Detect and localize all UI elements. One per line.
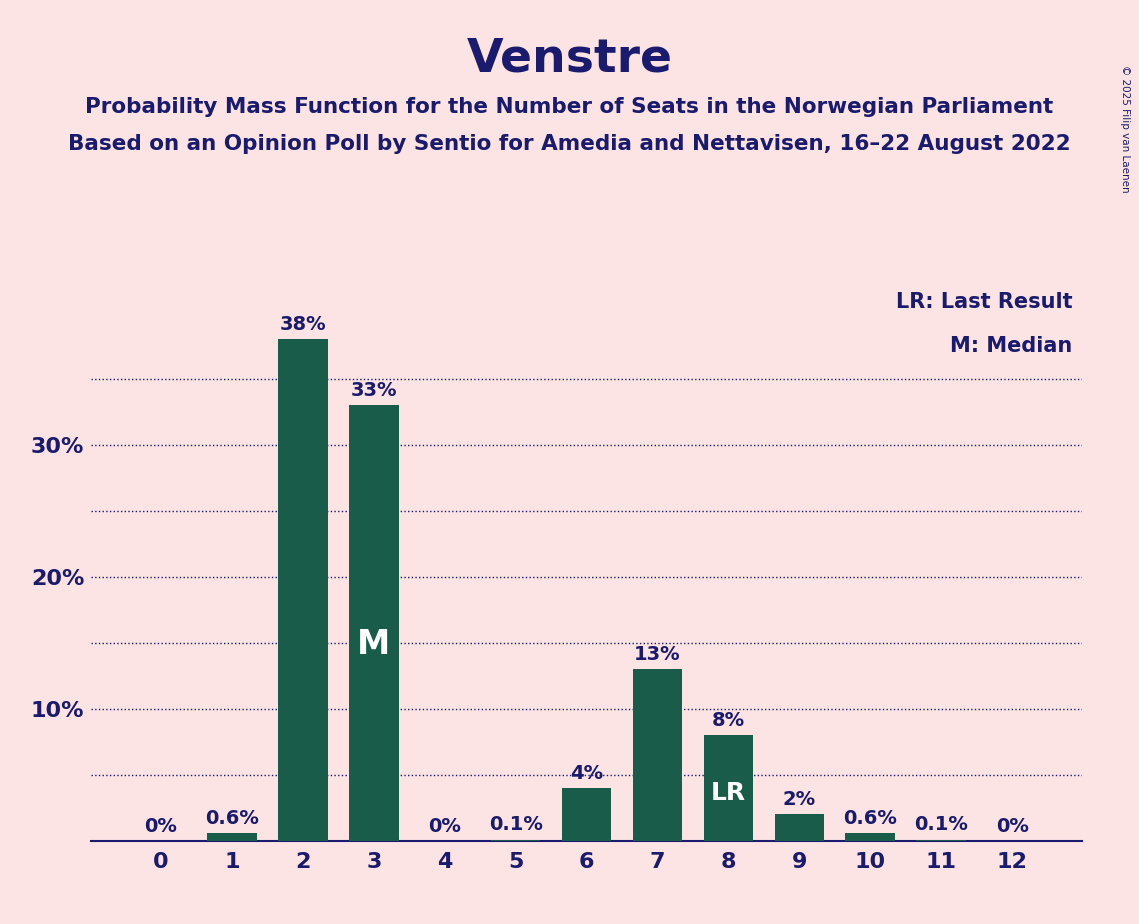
Text: Venstre: Venstre: [467, 37, 672, 82]
Text: 0%: 0%: [145, 817, 178, 835]
Text: Probability Mass Function for the Number of Seats in the Norwegian Parliament: Probability Mass Function for the Number…: [85, 97, 1054, 117]
Bar: [775, 814, 825, 841]
Bar: [632, 669, 682, 841]
Text: © 2025 Filip van Laenen: © 2025 Filip van Laenen: [1121, 65, 1130, 192]
Text: 33%: 33%: [351, 381, 398, 400]
Text: 0%: 0%: [428, 817, 461, 835]
Text: 0.6%: 0.6%: [843, 808, 898, 828]
Bar: [704, 736, 753, 841]
Text: 0.6%: 0.6%: [205, 808, 259, 828]
Text: LR: LR: [711, 782, 746, 806]
Text: 0.1%: 0.1%: [489, 815, 542, 834]
Text: 2%: 2%: [782, 790, 816, 809]
Bar: [349, 406, 399, 841]
Text: 38%: 38%: [279, 315, 326, 334]
Text: 0.1%: 0.1%: [915, 815, 968, 834]
Text: 8%: 8%: [712, 711, 745, 730]
Text: Based on an Opinion Poll by Sentio for Amedia and Nettavisen, 16–22 August 2022: Based on an Opinion Poll by Sentio for A…: [68, 134, 1071, 154]
Bar: [562, 788, 612, 841]
Text: LR: Last Result: LR: Last Result: [895, 292, 1072, 312]
Text: 4%: 4%: [570, 764, 604, 783]
Text: M: M: [358, 628, 391, 662]
Bar: [207, 833, 256, 841]
Text: 0%: 0%: [995, 817, 1029, 835]
Bar: [917, 840, 966, 841]
Bar: [491, 840, 541, 841]
Bar: [278, 339, 328, 841]
Text: 13%: 13%: [634, 645, 681, 664]
Text: M: Median: M: Median: [950, 336, 1072, 357]
Bar: [845, 833, 895, 841]
